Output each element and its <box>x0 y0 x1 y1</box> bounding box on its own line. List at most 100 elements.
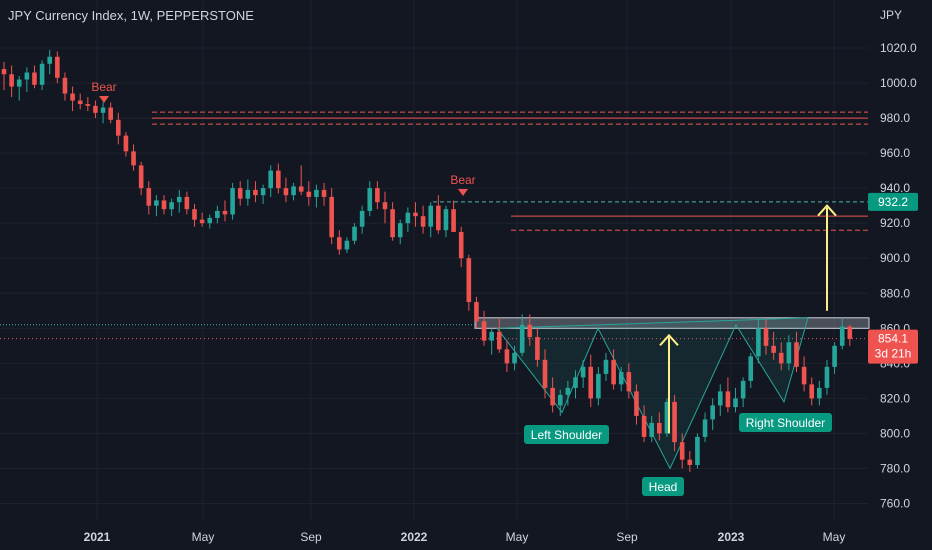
candle-body <box>390 209 395 238</box>
candle-body <box>443 209 449 231</box>
candle <box>695 433 700 469</box>
candle-body <box>100 107 106 113</box>
candle <box>504 340 510 373</box>
candle <box>702 412 708 443</box>
candle <box>687 450 693 472</box>
candle-body <box>436 205 441 231</box>
candle-body <box>710 405 715 420</box>
candle <box>794 331 799 373</box>
candle-body <box>756 328 761 357</box>
candle-body <box>39 63 45 85</box>
candle <box>352 223 357 245</box>
candle-body <box>565 387 571 395</box>
candle <box>824 359 830 395</box>
candle-body <box>786 342 792 364</box>
candle-body <box>413 212 418 217</box>
candle-body <box>733 398 738 408</box>
candle <box>146 181 152 215</box>
candle <box>618 366 624 392</box>
candle <box>740 377 746 408</box>
candle-body <box>24 72 30 80</box>
chart-title: JPY Currency Index, 1W, PEPPERSTONE <box>8 8 254 23</box>
candle <box>245 179 251 206</box>
candle <box>268 165 273 197</box>
candle-body <box>573 377 578 388</box>
candle <box>717 384 723 416</box>
candle <box>336 230 342 255</box>
candle-body <box>824 366 830 388</box>
candle <box>580 359 586 388</box>
bear-marker-icon <box>458 189 468 196</box>
current-price-badge: 854.13d 21h <box>868 329 918 364</box>
candle <box>306 181 312 206</box>
candle-body <box>93 105 98 113</box>
candle <box>276 163 281 194</box>
candle-body <box>367 188 373 211</box>
candle <box>298 165 304 196</box>
candle <box>199 212 205 227</box>
candle <box>32 65 37 89</box>
candle-body <box>839 326 845 346</box>
price-axis[interactable]: 1020.0 1000.0 980.0 960.0 940.0 920.0 900.0 880… <box>868 8 918 511</box>
head-label-text: Head <box>649 480 678 494</box>
candle <box>131 144 136 171</box>
head-label: Head <box>642 477 684 496</box>
candle-body <box>847 326 853 339</box>
candle <box>634 384 639 425</box>
candle <box>474 296 479 329</box>
candle <box>62 72 68 101</box>
candle-body <box>55 56 60 78</box>
candle <box>116 112 121 145</box>
bear-signal: Bear <box>91 80 117 103</box>
candle-body <box>108 107 113 120</box>
candle-body <box>382 202 388 210</box>
candle <box>710 398 715 430</box>
candle-body <box>458 231 464 259</box>
candle <box>108 102 113 124</box>
candle-body <box>245 189 251 199</box>
candle-body <box>672 401 677 443</box>
candle-body <box>283 188 289 196</box>
candle <box>596 366 601 406</box>
candle <box>771 331 776 360</box>
candle <box>786 335 792 371</box>
candle <box>405 207 411 232</box>
candle-body <box>70 93 75 101</box>
y-tick-label: 780.0 <box>880 461 910 475</box>
candle-body <box>474 302 479 322</box>
candle-body <box>679 442 685 460</box>
candle <box>817 380 822 406</box>
time-axis[interactable]: 2021 May Sep 2022 May Sep 2023 May <box>84 530 846 544</box>
candle <box>207 214 213 229</box>
candle <box>550 377 555 413</box>
candle-body <box>237 188 243 199</box>
candle-body <box>695 436 700 465</box>
candle-body <box>778 352 784 364</box>
bear-signal: Bear <box>450 173 476 196</box>
candle <box>542 349 548 399</box>
candle <box>801 356 807 392</box>
candle <box>397 219 403 245</box>
candle <box>778 342 784 371</box>
candle-body <box>596 373 601 399</box>
candle-body <box>634 391 639 416</box>
candle <box>24 67 30 92</box>
candle-body <box>542 359 548 388</box>
candle <box>283 177 289 203</box>
candle-body <box>276 170 281 189</box>
candle-body <box>481 321 487 341</box>
x-tick-label: May <box>192 530 215 544</box>
candle <box>329 188 334 245</box>
candle-body <box>420 216 426 227</box>
candle <box>527 314 533 346</box>
candle-body <box>748 356 754 381</box>
candle-body <box>664 401 670 434</box>
candle-body <box>451 209 456 232</box>
candle-body <box>138 165 144 189</box>
candle <box>672 394 677 451</box>
candle-body <box>725 391 731 408</box>
price-levels <box>0 111 870 340</box>
neckline-zone <box>474 317 870 329</box>
candle <box>748 352 754 388</box>
